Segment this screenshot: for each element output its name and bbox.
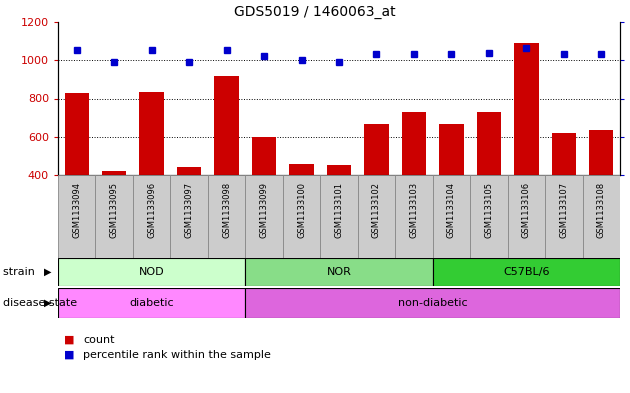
Text: disease state: disease state [3,298,81,308]
Text: GSM1133101: GSM1133101 [335,182,343,238]
Text: strain: strain [3,267,38,277]
Text: GSM1133107: GSM1133107 [559,182,568,238]
Text: GSM1133094: GSM1133094 [72,182,81,238]
Bar [177,167,202,175]
Bar [102,171,127,175]
Text: GSM1133098: GSM1133098 [222,182,231,238]
Text: NOR: NOR [326,267,352,277]
Bar [208,175,245,258]
Text: GSM1133104: GSM1133104 [447,182,456,238]
Bar [214,75,239,175]
Bar [245,258,433,286]
Bar [245,288,620,318]
Text: GSM1133096: GSM1133096 [147,182,156,238]
Bar [583,175,620,258]
Bar [252,137,276,175]
Bar [139,92,164,175]
Text: GSM1133108: GSM1133108 [597,182,606,238]
Bar [545,175,583,258]
Text: GSM1133106: GSM1133106 [522,182,531,238]
Text: ■: ■ [64,335,75,345]
Bar [96,175,133,258]
Bar [402,112,426,175]
Text: GSM1133103: GSM1133103 [410,182,418,238]
Bar [289,165,314,175]
Bar [320,175,358,258]
Bar [58,258,245,286]
Text: ▶: ▶ [44,267,52,277]
Text: C57BL/6: C57BL/6 [503,267,549,277]
Bar [245,175,283,258]
Bar [552,133,576,175]
Text: non-diabetic: non-diabetic [398,298,467,308]
Bar [170,175,208,258]
Bar [358,175,395,258]
Text: GSM1133097: GSM1133097 [185,182,193,238]
Bar [589,130,614,175]
Bar [58,288,245,318]
Bar [395,175,433,258]
Bar [514,43,539,175]
Bar [477,112,501,175]
Bar [64,93,89,175]
Text: ■: ■ [64,350,75,360]
Text: GSM1133099: GSM1133099 [260,182,268,238]
Text: GDS5019 / 1460063_at: GDS5019 / 1460063_at [234,5,396,19]
Text: percentile rank within the sample: percentile rank within the sample [83,350,271,360]
Bar [364,124,389,175]
Text: GSM1133102: GSM1133102 [372,182,381,238]
Text: ▶: ▶ [44,298,52,308]
Text: GSM1133095: GSM1133095 [110,182,118,238]
Text: NOD: NOD [139,267,164,277]
Bar [433,175,470,258]
Bar [470,175,508,258]
Bar [133,175,170,258]
Text: GSM1133105: GSM1133105 [484,182,493,238]
Bar [283,175,320,258]
Bar [508,175,545,258]
Bar [439,124,464,175]
Text: diabetic: diabetic [129,298,174,308]
Bar [58,175,96,258]
Bar [327,165,351,175]
Bar [433,258,620,286]
Text: count: count [83,335,115,345]
Text: GSM1133100: GSM1133100 [297,182,306,238]
